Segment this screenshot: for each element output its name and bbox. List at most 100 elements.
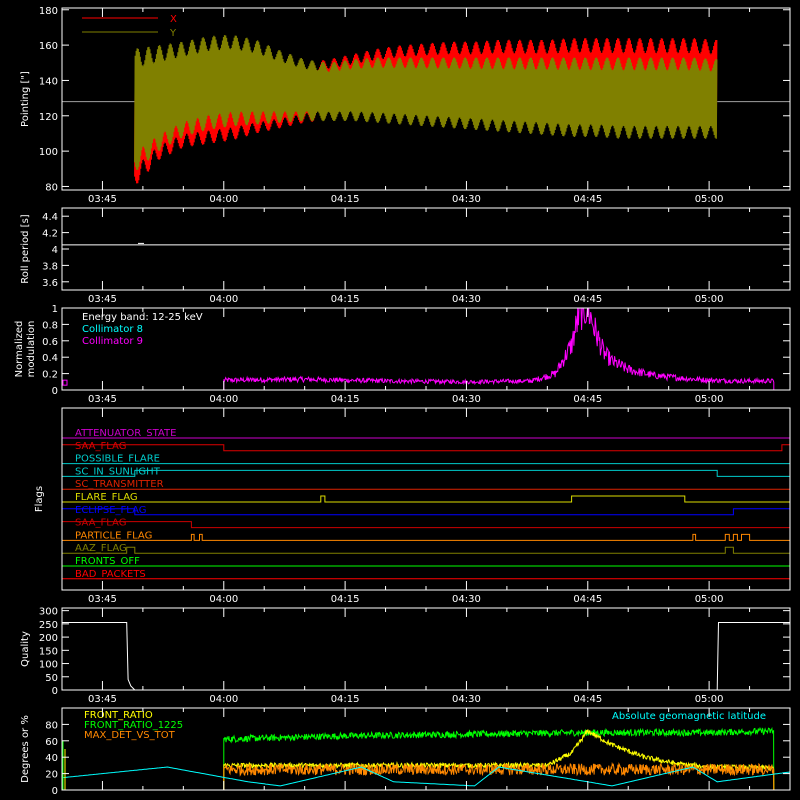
x-tick-label: 03:45 <box>88 294 117 305</box>
ratios-panel: FRONT_RATIOFRONT_RATIO_1225MAX_DET_VS_TO… <box>20 707 791 797</box>
flag-label: SAA_FLAG <box>75 441 126 452</box>
x-tick-label: 03:45 <box>88 694 117 705</box>
flag-label: ECLIPSE_FLAG <box>75 505 146 516</box>
y-tick-label: 0.2 <box>42 370 58 381</box>
x-tick-label: 04:30 <box>452 694 481 705</box>
x-tick-label: 04:15 <box>331 694 360 705</box>
y-axis-label: Pointing ["] <box>20 71 31 127</box>
y-tick-label: 80 <box>45 182 58 193</box>
y-tick-label: 4.4 <box>42 212 58 223</box>
legend-label: X <box>170 14 177 25</box>
x-tick-label: 04:45 <box>573 694 602 705</box>
x-tick-label: 04:15 <box>331 294 360 305</box>
x-tick-label: 04:15 <box>331 594 360 605</box>
y-tick-label: 180 <box>39 6 58 17</box>
x-tick-label: 04:30 <box>452 294 481 305</box>
flag-label: FRONTS_OFF <box>75 556 140 567</box>
flag-line <box>62 546 790 554</box>
x-tick-label: 05:00 <box>695 294 724 305</box>
y-tick-label: 200 <box>39 633 58 644</box>
y-tick-label: 50 <box>45 673 58 684</box>
x-tick-label: 05:00 <box>695 594 724 605</box>
collimator-9-marker <box>62 379 68 386</box>
x-tick-label: 04:00 <box>209 294 238 305</box>
geomagnetic-latitude-label: Absolute geomagnetic latitude <box>612 711 766 722</box>
y-tick-label: 0 <box>52 386 58 397</box>
ratio-series-line <box>223 761 775 791</box>
y-tick-label: 0.6 <box>42 337 58 348</box>
y-axis-label: Flags <box>34 486 45 512</box>
geomagnetic-latitude-line <box>61 766 791 787</box>
y-tick-label: 0.8 <box>42 320 58 331</box>
y-tick-label: 3.8 <box>42 261 58 272</box>
panel-frame <box>61 607 791 691</box>
y-tick-label: 150 <box>39 646 58 657</box>
y-tick-label: 60 <box>45 737 58 748</box>
flag-label: FLARE_FLAG <box>75 492 138 503</box>
y-tick-label: 300 <box>39 607 58 618</box>
legend-label: FRONT_RATIO <box>84 710 153 721</box>
legend-label: Y <box>169 28 177 39</box>
quality-panel: 03:45 04:00 04:15 04:30 04:45 05:00 0 50 100 150 2… <box>20 607 791 705</box>
y-tick-label: 4 <box>52 245 58 256</box>
legend-label: Collimator 8 <box>82 324 143 335</box>
y-tick-label: 1 <box>52 304 58 315</box>
pointing-series-y <box>134 35 718 170</box>
flag-line <box>61 508 791 516</box>
x-tick-label: 04:45 <box>573 394 602 405</box>
x-tick-label: 05:00 <box>695 394 724 405</box>
x-tick-label: 04:15 <box>331 194 360 205</box>
x-tick-label: 03:45 <box>88 394 117 405</box>
y-tick-label: 80 <box>45 720 58 731</box>
y-tick-label: 0.4 <box>42 353 58 364</box>
legend-label: Collimator 9 <box>82 336 143 347</box>
flag-label: ATTENUATOR_STATE <box>75 428 176 439</box>
flag-label: BAD_PACKETS <box>75 569 146 580</box>
y-axis-label: Degrees or % <box>20 715 31 783</box>
flag-line <box>61 521 790 529</box>
flag-label: POSSIBLE_FLARE <box>75 454 160 465</box>
x-tick-label: 04:00 <box>209 694 238 705</box>
x-tick-label: 04:30 <box>452 594 481 605</box>
x-tick-label: 04:15 <box>331 394 360 405</box>
flag-line <box>62 495 790 503</box>
x-tick-label: 04:45 <box>573 294 602 305</box>
x-tick-label: 04:00 <box>209 594 238 605</box>
collimator-9-line <box>223 307 775 390</box>
legend-label: FRONT_RATIO_1225 <box>84 720 183 731</box>
y-axis-label: Quality <box>20 631 31 667</box>
y-tick-label: 100 <box>39 660 58 671</box>
panel-frame <box>61 207 791 291</box>
x-tick-label: 05:00 <box>695 694 724 705</box>
x-tick-label: 05:00 <box>695 194 724 205</box>
y-tick-label: 20 <box>45 770 58 781</box>
roll-period-panel: 03:45 04:00 04:15 04:30 04:45 05:00 3.6 3.8 4 4.2… <box>20 207 791 305</box>
y-axis-label: Normalized <box>14 321 25 378</box>
flag-label: PARTICLE_FLAG <box>75 530 152 541</box>
quality-line <box>62 622 790 691</box>
x-tick-label: 04:00 <box>209 194 238 205</box>
x-tick-label: 03:45 <box>88 194 117 205</box>
flag-line <box>62 533 790 541</box>
legend-label: MAX_DET_VS_TOT <box>84 730 176 741</box>
x-tick-label: 04:00 <box>209 394 238 405</box>
flag-label: SAA_FLAG <box>75 518 126 529</box>
y-tick-label: 160 <box>39 41 58 52</box>
flag-label: SC_IN_SUNLIGHT <box>75 466 161 477</box>
y-tick-label: 250 <box>39 620 58 631</box>
flag-label: AAZ_FLAG <box>75 543 127 554</box>
x-tick-label: 04:45 <box>573 194 602 205</box>
y-tick-label: 0 <box>52 786 58 797</box>
y-tick-label: 120 <box>39 112 58 123</box>
y-tick-label: 40 <box>45 753 58 764</box>
y-axis-label: modulation <box>26 321 37 378</box>
x-tick-label: 04:30 <box>452 394 481 405</box>
flags-panel: ATTENUATOR_STATE SAA_FLAG POSSIBLE_FLARESC… <box>34 407 791 605</box>
flag-line <box>61 444 791 452</box>
y-tick-label: 140 <box>39 76 58 87</box>
x-tick-label: 04:45 <box>573 594 602 605</box>
x-tick-label: 04:30 <box>452 194 481 205</box>
energy-band-label: Energy band: 12-25 keV <box>82 312 203 323</box>
